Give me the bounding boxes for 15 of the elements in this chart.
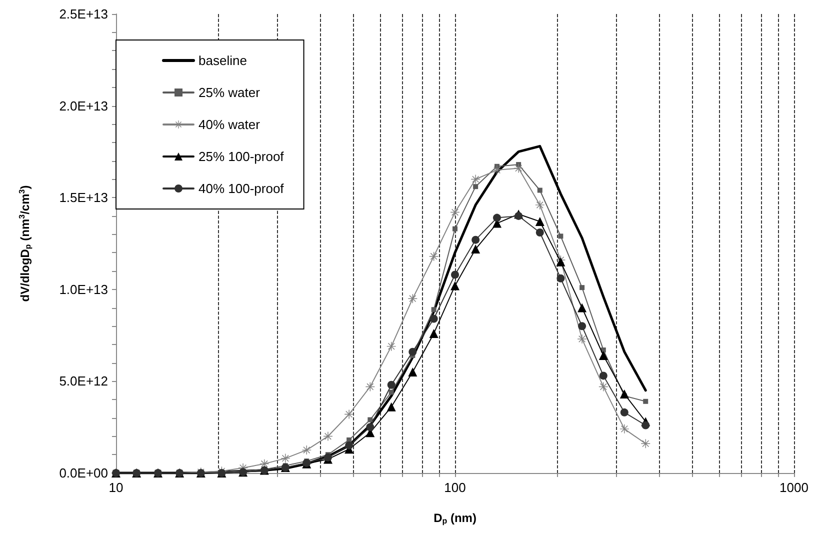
legend-label: baseline <box>198 53 247 68</box>
y-tick-label: 0.0E+00 <box>59 466 108 480</box>
x-tick-label: 10 <box>108 480 124 495</box>
y-axis-title: dV/dlogDp (nm3/cm3) <box>18 185 32 302</box>
y-tick-label: 2.0E+13 <box>59 98 108 114</box>
x-tick-label: 1000 <box>780 480 808 495</box>
legend-label: 40% water <box>198 117 261 132</box>
legend-label: 25% 100-proof <box>198 149 284 164</box>
legend-label: 25% water <box>198 85 261 100</box>
y-tick-label: 1.0E+13 <box>59 282 108 297</box>
x-tick-label: 100 <box>444 480 466 495</box>
y-tick-label: 1.5E+13 <box>59 190 108 206</box>
y-tick-label: 2.5E+13 <box>59 6 108 22</box>
y-tick-label: 5.0E+12 <box>59 374 108 389</box>
legend-label: 40% 100-proof <box>198 181 284 196</box>
